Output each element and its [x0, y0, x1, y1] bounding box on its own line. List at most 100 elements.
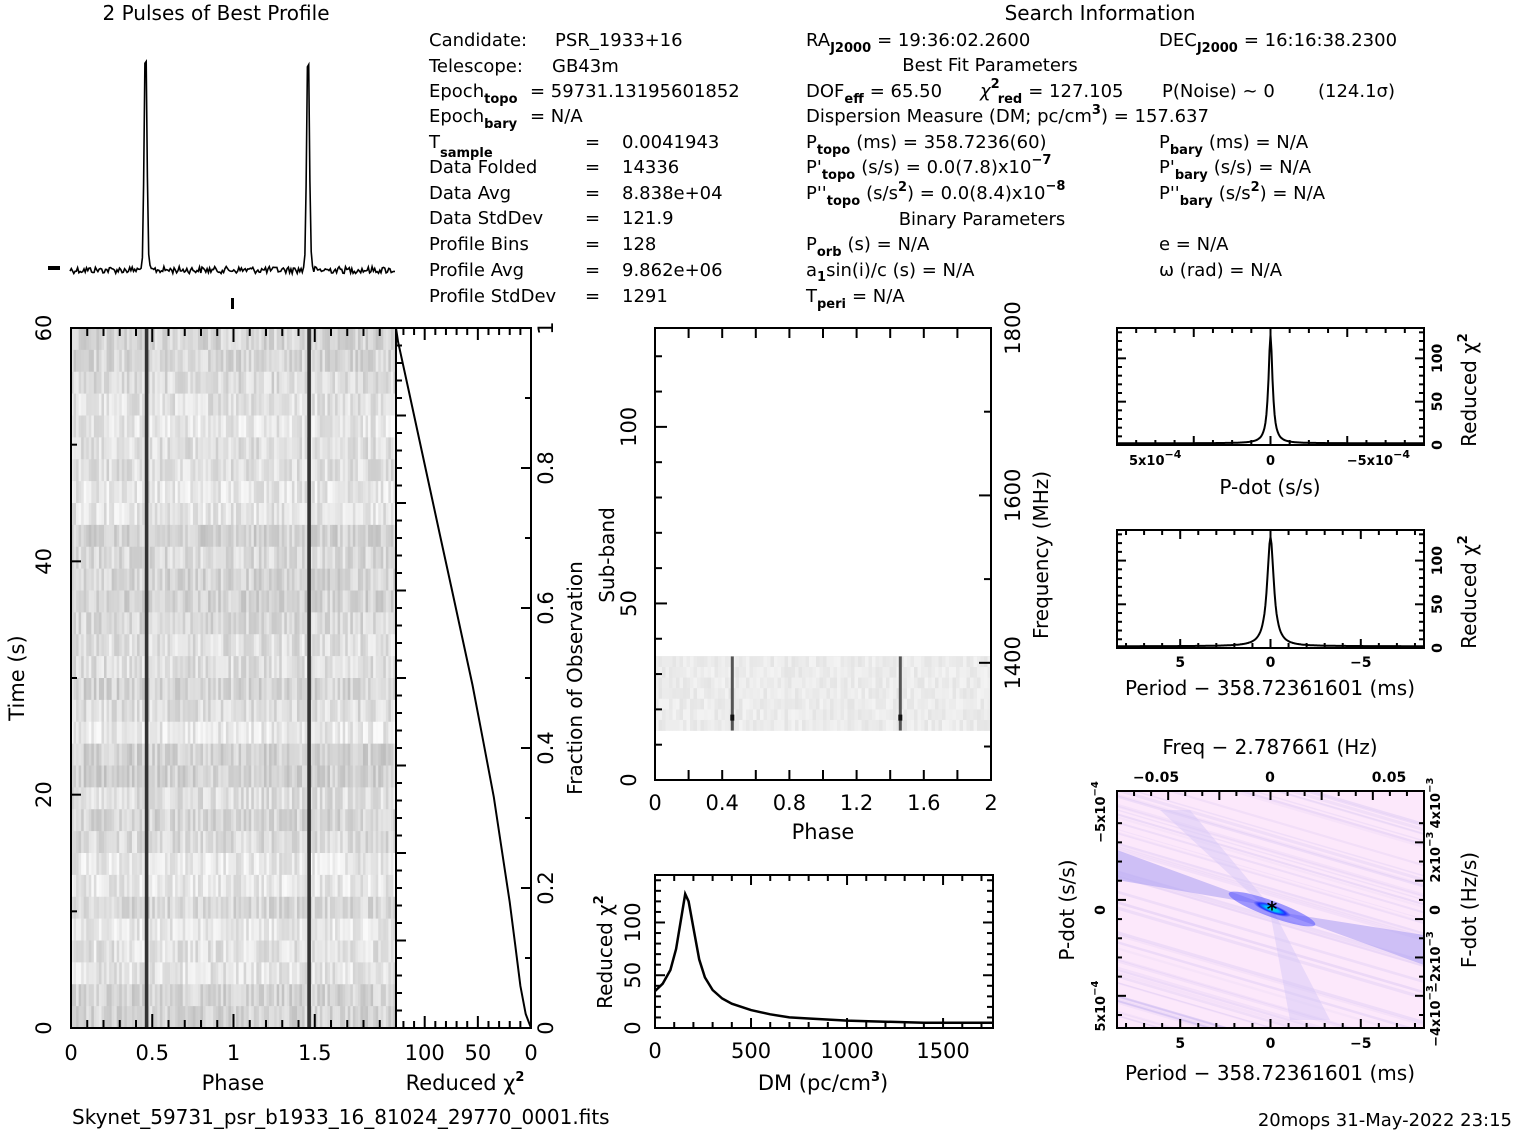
time-phase-cell — [299, 940, 303, 963]
time-phase-cell — [228, 809, 232, 832]
time-phase-cell — [289, 699, 293, 723]
time-phase-cell — [324, 393, 328, 416]
time-phase-cell — [294, 503, 298, 526]
subband-cell — [725, 667, 729, 678]
time-phase-cell — [266, 831, 270, 854]
time-phase-cell — [137, 853, 140, 876]
time-phase-cell — [114, 699, 117, 723]
time-phase-cell — [233, 984, 237, 1007]
time-phase-cell — [197, 1006, 201, 1028]
time-phase-cell — [213, 415, 217, 438]
time-phase-cell — [175, 678, 178, 701]
time-phase-cell — [213, 699, 217, 723]
time-phase-cell — [225, 984, 229, 1007]
time-chi2-line — [395, 327, 532, 1029]
time-phase-cell — [131, 349, 135, 373]
time-phase-cell — [302, 546, 305, 569]
time-phase-cell — [251, 612, 255, 635]
subband-cell — [823, 719, 827, 731]
time-phase-cell — [114, 415, 117, 438]
time-phase-cell — [203, 743, 206, 766]
time-phase-cell — [213, 568, 217, 591]
time-phase-cell — [172, 787, 176, 810]
time-phase-cell — [279, 809, 283, 832]
time-phase-cell — [385, 349, 389, 373]
time-phase-cell — [98, 918, 102, 941]
time-phase-cell — [185, 699, 189, 723]
time-phase-cell — [200, 546, 204, 569]
time-phase-cell — [192, 524, 196, 548]
time-phase-cell — [380, 765, 384, 788]
time-phase-cell — [88, 743, 92, 766]
subband-cell — [704, 677, 708, 689]
time-phase-cell — [218, 809, 222, 832]
time-phase-cell — [350, 590, 354, 613]
time-phase-cell — [243, 349, 247, 373]
time-phase-cell — [225, 743, 229, 766]
time-phase-cell — [192, 765, 196, 788]
time-phase-cell — [271, 328, 275, 351]
time-phase-cell — [131, 874, 135, 898]
time-phase-cell — [347, 962, 351, 985]
time-phase-cell — [322, 481, 326, 504]
subband-cell — [732, 677, 736, 689]
time-phase-cell — [340, 678, 343, 701]
time-phase-cell — [256, 328, 260, 351]
time-phase-cell — [137, 656, 140, 679]
subband-cell — [910, 719, 915, 731]
time-phase-cell — [208, 328, 211, 351]
time-phase-cell — [190, 634, 194, 657]
time-phase-cell — [83, 634, 87, 657]
subband-cell — [837, 688, 841, 700]
time-phase-cell — [248, 787, 252, 810]
time-phase-cell — [370, 349, 374, 373]
time-phase-cell — [243, 787, 247, 810]
time-phase-cell — [256, 809, 260, 832]
time-phase-cell — [299, 503, 303, 526]
time-phase-cell — [230, 896, 234, 919]
subband-cell — [924, 677, 929, 689]
time-phase-cell — [203, 328, 206, 351]
time-phase-cell — [312, 918, 316, 941]
time-phase-cell — [299, 721, 303, 744]
time-phase-cell — [170, 809, 173, 832]
time-phase-cell — [370, 481, 374, 504]
time-phase-cell — [299, 437, 303, 460]
time-phase-cell — [147, 678, 151, 701]
time-phase-cell — [324, 940, 328, 963]
time-phase-cell — [314, 743, 318, 766]
subband-cell — [868, 667, 873, 678]
time-phase-cell — [286, 765, 290, 788]
time-phase-cell — [289, 874, 293, 898]
subband-cell — [896, 677, 901, 689]
subband-cell — [889, 656, 894, 668]
time-phase-cell — [281, 393, 285, 416]
time-phase-cell — [294, 940, 298, 963]
time-phase-cell — [152, 918, 156, 941]
time-phase-cell — [172, 940, 176, 963]
time-phase-cell — [393, 1006, 396, 1028]
time-phase-cell — [335, 962, 338, 985]
subband-cell — [662, 667, 666, 678]
time-phase-cell — [223, 459, 227, 482]
time-phase-cell — [236, 656, 239, 679]
time-phase-cell — [98, 721, 102, 744]
time-phase-cell — [263, 524, 267, 548]
time-phase-cell — [210, 940, 214, 963]
subband-cell — [917, 719, 922, 731]
subband-pulse-bright-2 — [898, 714, 903, 721]
time-phase-cell — [200, 809, 204, 832]
time-phase-cell — [299, 590, 303, 613]
time-phase-cell — [124, 853, 128, 876]
time-phase-cell — [71, 481, 74, 504]
time-phase-cell — [284, 568, 288, 591]
time-phase-cell — [238, 940, 242, 963]
subband-cell — [833, 667, 838, 678]
fraction-tick-label: 0 — [534, 1021, 558, 1034]
time-phase-cell — [203, 678, 206, 701]
time-phase-cell — [98, 699, 102, 723]
time-phase-cell — [309, 612, 313, 635]
time-phase-cell — [210, 721, 214, 744]
time-phase-cell — [246, 415, 250, 438]
time-phase-cell — [129, 787, 133, 810]
